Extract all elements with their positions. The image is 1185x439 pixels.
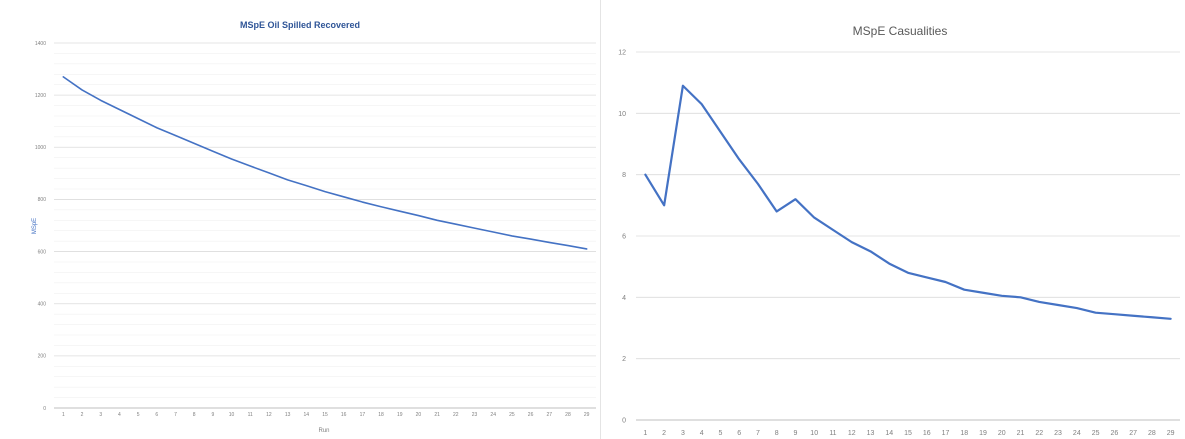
series-line — [644, 84, 1172, 320]
gridlines — [636, 51, 1180, 421]
y-tick-label: 0 — [622, 417, 626, 424]
y-tick-label: 8 — [622, 172, 626, 179]
series-layer — [62, 76, 588, 250]
x-tick-label: 25 — [1092, 430, 1100, 437]
y-axis-ticks: 0 2 4 6 8 10 12 — [618, 49, 626, 424]
x-tick-label: 1 — [643, 430, 647, 437]
x-tick-label: 21 — [1017, 430, 1025, 437]
x-tick-label: 5 — [718, 430, 722, 437]
x-tick-label: 28 — [1148, 430, 1156, 437]
x-tick-label: 8 — [775, 430, 779, 437]
x-tick-label: 29 — [1167, 430, 1175, 437]
x-tick-label: 16 — [923, 430, 931, 437]
x-tick-label: 25 — [509, 412, 515, 418]
x-tick-label: 7 — [174, 412, 177, 418]
x-tick-label: 21 — [434, 412, 440, 418]
y-tick-label: 0 — [43, 406, 46, 412]
y-tick-label: 1000 — [35, 145, 46, 151]
series-layer — [644, 84, 1172, 320]
x-axis-ticks: 1 2 3 4 5 6 7 8 9 10 11 12 13 14 15 16 17 18 19 20 21 22 23 24 2… — [643, 430, 1174, 437]
x-tick-label: 20 — [998, 430, 1006, 437]
x-tick-label: 28 — [565, 412, 571, 418]
x-tick-label: 4 — [700, 430, 704, 437]
x-tick-label: 27 — [546, 412, 552, 418]
y-axis-ticks: 0 200 400 600 800 1000 1200 1400 — [35, 41, 46, 412]
x-tick-label: 10 — [229, 412, 235, 418]
y-tick-label: 4 — [622, 295, 626, 302]
x-tick-label: 24 — [1073, 430, 1081, 437]
x-tick-label: 13 — [867, 430, 875, 437]
x-tick-label: 4 — [118, 412, 121, 418]
y-tick-label: 12 — [618, 49, 626, 56]
x-tick-label: 18 — [378, 412, 384, 418]
x-tick-label: 17 — [360, 412, 366, 418]
x-tick-label: 19 — [397, 412, 403, 418]
chart-title: MSpE Oil Spilled Recovered — [240, 20, 360, 30]
y-tick-label: 800 — [38, 197, 47, 203]
x-tick-label: 23 — [472, 412, 478, 418]
x-tick-label: 6 — [737, 430, 741, 437]
y-tick-label: 1400 — [35, 41, 46, 47]
x-tick-label: 27 — [1129, 430, 1137, 437]
oil-spilled-recovered-chart-panel: MSpE Oil Spilled Recovered MSpE Run 0 200… — [32, 0, 601, 439]
x-tick-label: 7 — [756, 430, 760, 437]
x-tick-label: 18 — [960, 430, 968, 437]
x-tick-label: 22 — [1035, 430, 1043, 437]
casualities-chart-panel: MSpE Casualities 0 2 4 6 8 10 12 1 2 3 4 5 6 7 8 9 10 11… — [602, 0, 1185, 439]
x-tick-label: 26 — [1110, 430, 1118, 437]
y-tick-label: 6 — [622, 233, 626, 240]
y-tick-label: 400 — [38, 301, 47, 307]
x-tick-label: 2 — [662, 430, 666, 437]
x-tick-label: 2 — [81, 412, 84, 418]
x-tick-label: 1 — [62, 412, 65, 418]
gridlines — [54, 42, 596, 409]
x-tick-label: 12 — [848, 430, 856, 437]
x-tick-label: 24 — [490, 412, 496, 418]
series-line — [62, 76, 588, 250]
chart-title: MSpE Casualities — [853, 24, 948, 38]
x-tick-label: 11 — [829, 430, 836, 437]
y-tick-label: 600 — [38, 249, 47, 255]
x-tick-label: 29 — [584, 412, 590, 418]
y-tick-label: 2 — [622, 356, 626, 363]
x-tick-label: 23 — [1054, 430, 1062, 437]
x-tick-label: 14 — [885, 430, 893, 437]
y-axis-label: MSpE — [32, 218, 38, 234]
y-tick-label: 200 — [38, 354, 47, 360]
x-tick-label: 26 — [528, 412, 534, 418]
y-tick-label: 1200 — [35, 93, 46, 99]
x-tick-label: 3 — [681, 430, 685, 437]
x-tick-label: 14 — [304, 412, 310, 418]
x-tick-label: 11 — [248, 412, 253, 418]
x-tick-label: 10 — [810, 430, 818, 437]
x-tick-label: 17 — [942, 430, 950, 437]
x-tick-label: 9 — [211, 412, 214, 418]
x-tick-label: 6 — [155, 412, 158, 418]
x-tick-label: 16 — [341, 412, 347, 418]
x-tick-label: 8 — [193, 412, 196, 418]
oil-spilled-recovered-chart: MSpE Oil Spilled Recovered MSpE Run 0200… — [32, 20, 596, 434]
x-tick-label: 3 — [99, 412, 102, 418]
x-tick-label: 15 — [322, 412, 328, 418]
x-tick-label: 12 — [266, 412, 272, 418]
x-tick-label: 20 — [416, 412, 422, 418]
x-axis-label: Run — [318, 428, 329, 434]
x-tick-label: 9 — [793, 430, 797, 437]
y-tick-label: 10 — [618, 111, 626, 118]
x-tick-label: 15 — [904, 430, 912, 437]
x-tick-label: 5 — [137, 412, 140, 418]
x-tick-label: 19 — [979, 430, 987, 437]
x-tick-label: 13 — [285, 412, 291, 418]
x-tick-label: 22 — [453, 412, 459, 418]
x-axis-ticks: 1 2 3 4 5 6 7 8 9 10 11 12 13 14 15 16 17 18 19 20 21 22 23 24 2… — [62, 412, 590, 418]
